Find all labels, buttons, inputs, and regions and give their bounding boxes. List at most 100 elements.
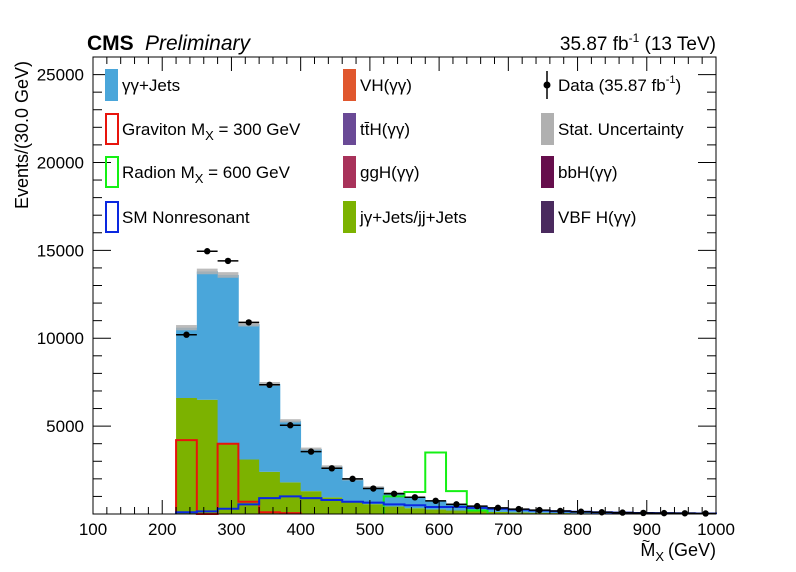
data-point-18	[557, 507, 564, 515]
data-point-3	[245, 319, 252, 326]
data-point-21	[619, 509, 626, 516]
legend-label-jg-jets: jγ+Jets/jj+Jets	[359, 208, 467, 227]
legend-entry-tth: tt̄H(γγ)	[343, 113, 410, 145]
data-point-6	[307, 448, 315, 455]
x-tick-label-500: 500	[356, 520, 384, 539]
bar-jgamma-jets-4	[259, 471, 281, 514]
bar-gammagamma-jets-3	[238, 324, 260, 460]
legend-label-text-stat-unc: Stat. Uncertainty	[558, 120, 684, 139]
axes: 100 200 300 400 500 600 700 800 900 1000 5000 10000…	[37, 56, 735, 539]
legend-label-sup-data: -1	[666, 74, 676, 86]
legend-entry-bbh: bbH(γγ)	[541, 156, 618, 188]
bar-gammagamma-jets-11	[404, 497, 426, 509]
data-point-10	[390, 490, 398, 497]
bar-jgamma-jets-16	[508, 512, 530, 514]
bar-jgamma-jets-14	[466, 511, 488, 514]
data-point-23	[660, 509, 668, 517]
x-tick-label-300: 300	[217, 520, 245, 539]
bar-gammagamma-jets-2	[217, 274, 239, 444]
data-point-24	[681, 510, 689, 517]
legend-entry-sm-nonres: SM Nonresonant	[105, 201, 250, 233]
data-point-9	[370, 485, 377, 492]
bar-gammagamma-jets-1	[196, 271, 218, 400]
lumi-value: 35.87 fb	[560, 34, 629, 55]
bar-jgamma-jets-5	[279, 482, 302, 514]
legend-swatch-vh	[343, 69, 356, 101]
legend-entry-vh: VH(γγ)	[343, 69, 412, 101]
x-axis-title-sub: X	[655, 549, 664, 564]
data-point-16	[515, 505, 522, 513]
stat-uncertainty-band-5	[279, 419, 301, 423]
legend-swatch-stat-unc	[541, 113, 554, 145]
data-point-8	[349, 475, 356, 483]
bar-gammagamma-jets-9	[362, 487, 385, 505]
legend-label-gg-jets: γγ+Jets	[122, 76, 180, 95]
legend-marker-data	[543, 81, 551, 89]
bar-jgamma-jets-10	[383, 506, 405, 514]
bar-gammagamma-jets-8	[342, 479, 364, 502]
stat-uncertainty-band-1	[196, 268, 218, 275]
lumi-exponent: -1	[629, 31, 640, 45]
x-axis-title-unit: (GeV)	[668, 540, 716, 560]
legend-swatch-vbf	[541, 201, 554, 233]
legend-label-radion: Radion MX = 600 GeV	[122, 163, 291, 186]
status-label: Preliminary	[145, 32, 252, 55]
bar-jgamma-jets-0	[176, 397, 198, 514]
legend-swatch-gg-jets	[105, 69, 118, 101]
data-point-15	[494, 504, 502, 512]
legend-label-ggh: ggH(γγ)	[360, 163, 420, 182]
data-point-25	[702, 510, 709, 517]
legend-label-end-radion: = 600 GeV	[203, 163, 290, 182]
data-point-4	[266, 381, 273, 389]
bar-jgamma-jets-7	[321, 497, 343, 514]
legend-label-text-radion: Radion M	[122, 163, 195, 182]
legend-label-text-jg-jets: jγ+Jets/jj+Jets	[359, 208, 467, 227]
legend-swatch-sm-nonres	[105, 201, 119, 233]
x-axis-title-tilde: ~	[642, 533, 650, 549]
legend-entry-graviton: Graviton MX = 300 GeV	[105, 113, 301, 145]
data-point-2	[224, 257, 232, 265]
bar-jgamma-jets-12	[425, 509, 447, 514]
stat-uncertainty-band-2	[217, 272, 239, 278]
bar-jgamma-jets-6	[300, 491, 322, 514]
legend-swatch-radion	[105, 156, 119, 188]
legend-label-text-vh: VH(γγ)	[360, 76, 412, 95]
bar-gammagamma-jets-5	[279, 420, 302, 483]
x-tick-label-900: 900	[633, 520, 661, 539]
legend-label-text-tth: tt̄H(γγ)	[360, 120, 410, 139]
legend-label-end-graviton: = 300 GeV	[214, 120, 301, 139]
x-tick-label-400: 400	[286, 520, 314, 539]
legend-label-graviton: Graviton MX = 300 GeV	[122, 120, 301, 143]
legend-label-tth: tt̄H(γγ)	[360, 120, 410, 139]
bar-gammagamma-jets-12	[425, 500, 447, 510]
bar-jgamma-jets-9	[362, 504, 385, 514]
legend-label-text-graviton: Graviton M	[122, 120, 205, 139]
experiment-label: CMS	[87, 32, 134, 55]
legend: γγ+Jets VH(γγ) Data (35.87 fb-1) Graviton M…	[105, 69, 684, 233]
bar-jgamma-jets-17	[529, 512, 551, 514]
data-point-12	[432, 497, 439, 505]
legend-label-bbh: bbH(γγ)	[558, 163, 618, 182]
energy-label: (13 TeV)	[639, 34, 716, 55]
bar-gammagamma-jets-4	[259, 383, 281, 472]
x-axis-title-main: M	[640, 540, 655, 560]
data-point-13	[453, 501, 460, 508]
legend-entry-vbf: VBF H(γγ)	[541, 201, 636, 233]
graviton-300-histogram	[175, 439, 302, 515]
data-point-7	[328, 465, 336, 472]
bar-jgamma-jets-11	[404, 508, 426, 514]
bar-jgamma-jets-2	[217, 443, 239, 514]
x-axis-title: MX (GeV)	[640, 540, 716, 564]
y-tick-label-5000: 5000	[46, 417, 84, 436]
legend-swatch-jg-jets	[343, 201, 356, 233]
legend-label-text-data: Data (35.87 fb	[558, 76, 666, 95]
data-points	[176, 248, 716, 517]
y-axis-title: Events/(30.0 GeV)	[12, 61, 32, 209]
data-point-11	[411, 494, 419, 501]
legend-entry-gg-jets: γγ+Jets	[105, 69, 180, 101]
bar-gammagamma-jets-7	[321, 466, 343, 498]
legend-label-stat-unc: Stat. Uncertainty	[558, 120, 684, 139]
legend-label-vbf: VBF H(γγ)	[558, 208, 636, 227]
legend-swatch-graviton	[105, 113, 119, 145]
bar-gammagamma-jets-6	[300, 448, 322, 492]
